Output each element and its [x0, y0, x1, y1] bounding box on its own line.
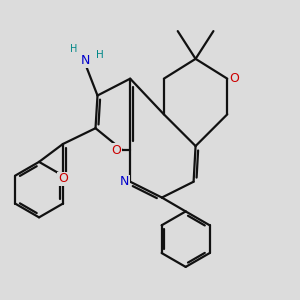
Text: N: N: [81, 54, 90, 67]
Text: H: H: [70, 44, 77, 54]
Text: O: O: [58, 172, 68, 185]
Text: N: N: [120, 175, 129, 188]
Text: H: H: [95, 50, 103, 60]
Text: O: O: [229, 72, 239, 85]
Text: O: O: [111, 143, 121, 157]
